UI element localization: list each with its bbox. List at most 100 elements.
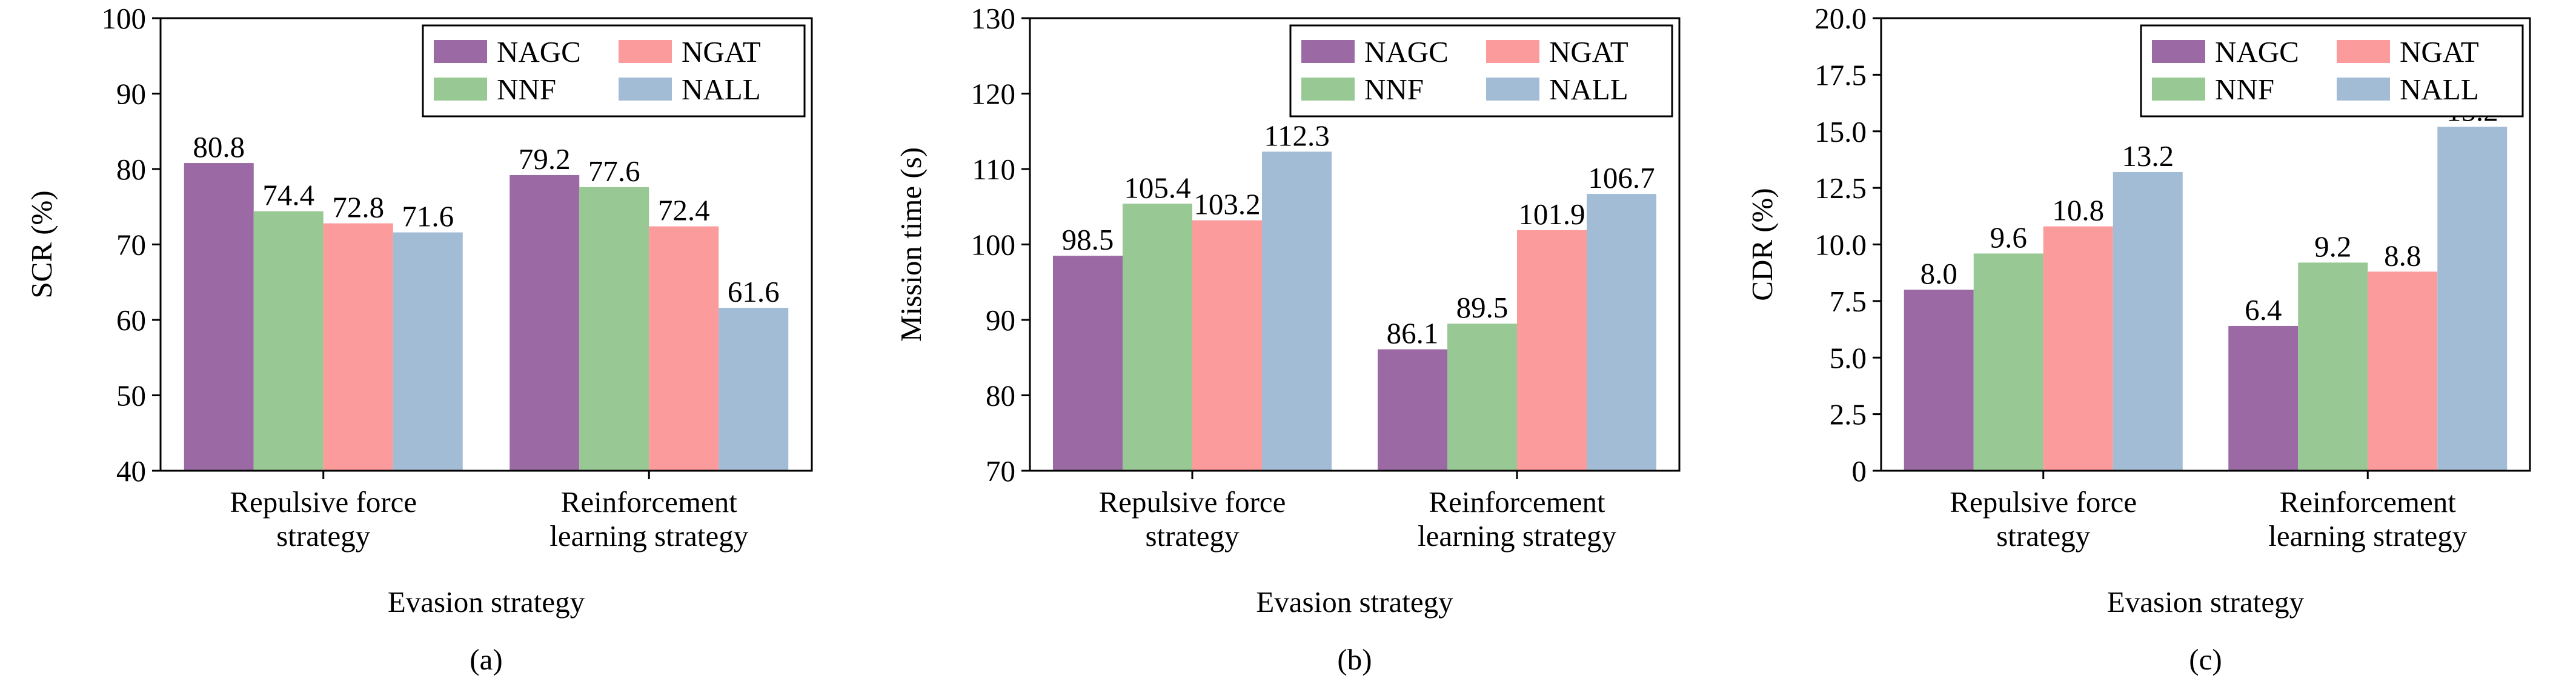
bar-ngat-1 (2043, 226, 2113, 471)
y-tick-label: 17.5 (1814, 58, 1867, 91)
data-label-nnf-1: 9.6 (1990, 221, 2027, 254)
category-label-2: Reinforcement learning strategy (549, 485, 748, 553)
chart-panel-2: 98.5 105.4 103.2 112.3 Repulsive force strate… (894, 2, 1681, 676)
y-tick-label: 80 (116, 153, 146, 186)
legend-label-nall: NALL (2400, 73, 2479, 106)
bar-nnf-2 (2298, 262, 2368, 471)
x-axis-label: Evasion strategy (1256, 585, 1453, 619)
y-tick-label: 0 (1852, 454, 1867, 488)
legend-label-nagc: NAGC (1364, 35, 1449, 68)
data-label-ngat-1: 72.8 (332, 191, 384, 224)
y-tick-label: 130 (971, 2, 1016, 35)
legend-swatch-nagc (2152, 40, 2205, 63)
y-tick-label: 100 (971, 228, 1016, 262)
data-label-nall-1: 13.2 (2122, 139, 2174, 173)
bar-nnf-1 (253, 211, 324, 471)
category-label-1: Repulsive force strategy (1099, 485, 1286, 553)
plot-frame (1880, 17, 2531, 472)
chart-panel-1: 80.8 74.4 72.8 71.6 Repulsive force strategy 7… (25, 2, 813, 676)
bar-ngat-1 (1192, 220, 1262, 471)
legend-swatch-nall (619, 78, 672, 101)
bar-nagc-1 (1904, 290, 1974, 471)
legend-label-ngat: NGAT (2400, 35, 2479, 68)
y-tick-label: 120 (971, 78, 1016, 111)
legend-label-ngat: NGAT (682, 35, 761, 68)
legend-swatch-nall (1486, 78, 1539, 101)
x-axis-label: Evasion strategy (2107, 585, 2305, 619)
y-tick-label: 12.5 (1814, 171, 1867, 205)
y-tick-label: 110 (972, 153, 1015, 186)
data-label-nagc-1: 8.0 (1920, 257, 1957, 290)
legend-label-nnf: NNF (2215, 73, 2274, 106)
bar-nall-2 (1587, 194, 1656, 471)
legend-label-nnf: NNF (1364, 73, 1424, 106)
legend: NAGC NGAT NNF NALL (2140, 24, 2524, 118)
panel-label: (b) (1337, 643, 1372, 676)
data-label-nnf-1: 105.4 (1124, 171, 1190, 204)
legend-label-ngat: NGAT (1549, 35, 1628, 68)
data-label-ngat-2: 101.9 (1518, 198, 1585, 231)
data-label-nagc-1: 98.5 (1062, 223, 1114, 256)
bar-ngat-1 (323, 223, 393, 471)
y-tick-label: 40 (116, 454, 146, 488)
plot-frame (1029, 17, 1681, 472)
data-label-nall-2: 106.7 (1588, 161, 1655, 194)
y-tick-label: 7.5 (1830, 285, 1867, 318)
data-label-nall-1: 71.6 (402, 200, 454, 233)
data-label-nnf-1: 74.4 (262, 179, 314, 212)
y-tick-label: 60 (116, 304, 146, 337)
bar-nagc-2 (1378, 349, 1447, 471)
bar-nagc-1 (1053, 256, 1123, 471)
y-tick-label: 15.0 (1814, 115, 1867, 148)
bar-nall-1 (2113, 171, 2183, 471)
bar-nnf-1 (1123, 204, 1192, 471)
y-tick-label: 2.5 (1830, 398, 1867, 431)
legend-swatch-ngat (1486, 40, 1539, 63)
y-tick-label: 70 (986, 454, 1015, 488)
category-label-1: Repulsive force strategy (1950, 485, 2137, 553)
y-tick-label: 70 (116, 228, 146, 262)
bar-nagc-2 (2228, 325, 2299, 471)
data-label-nnf-2: 89.5 (1456, 291, 1509, 324)
bar-ngat-2 (2368, 271, 2438, 471)
bar-nagc-2 (510, 174, 580, 471)
legend-swatch-nnf (1301, 78, 1355, 101)
bar-nall-1 (1262, 151, 1332, 471)
legend-swatch-nagc (1301, 40, 1355, 63)
data-label-ngat-2: 72.4 (658, 194, 710, 227)
panel-label: (a) (470, 643, 502, 676)
y-tick-label: 90 (986, 304, 1015, 337)
data-label-ngat-2: 8.8 (2384, 239, 2421, 272)
legend-label-nagc: NAGC (497, 35, 581, 68)
data-label-nnf-2: 9.2 (2314, 230, 2351, 263)
y-tick-label: 100 (102, 2, 147, 35)
data-label-nagc-2: 6.4 (2245, 293, 2282, 327)
y-axis-label: CDR (%) (1745, 188, 1779, 300)
legend-swatch-ngat (619, 40, 672, 63)
data-label-nall-1: 112.3 (1264, 119, 1329, 152)
y-tick-label: 90 (116, 78, 146, 111)
bar-nall-2 (719, 308, 789, 471)
chart-panel-3: 8.0 9.6 10.8 13.2 Repulsive force strategy 6.4… (1745, 2, 2531, 676)
y-tick-label: 50 (116, 379, 146, 413)
y-tick-label: 10.0 (1814, 228, 1867, 262)
y-axis-label: SCR (%) (25, 190, 58, 298)
bar-nnf-2 (579, 187, 649, 471)
bar-ngat-2 (649, 226, 719, 471)
legend-swatch-nnf (2152, 78, 2205, 101)
y-axis-label: Mission time (s) (894, 147, 928, 342)
panel-label: (c) (2189, 643, 2222, 676)
y-tick-label: 80 (986, 379, 1015, 413)
data-label-nagc-2: 86.1 (1387, 317, 1439, 350)
x-axis-label: Evasion strategy (388, 585, 585, 619)
legend-swatch-nall (2337, 78, 2390, 101)
legend-swatch-ngat (2337, 40, 2390, 63)
data-label-nagc-1: 80.8 (193, 130, 245, 164)
legend-label-nall: NALL (1549, 73, 1628, 106)
category-label-1: Repulsive force strategy (230, 485, 417, 553)
bar-nagc-1 (184, 163, 254, 471)
data-label-nagc-2: 79.2 (519, 142, 571, 176)
data-label-ngat-1: 10.8 (2052, 194, 2104, 227)
bar-nnf-1 (1973, 253, 2043, 471)
bar-nall-2 (2437, 127, 2508, 471)
